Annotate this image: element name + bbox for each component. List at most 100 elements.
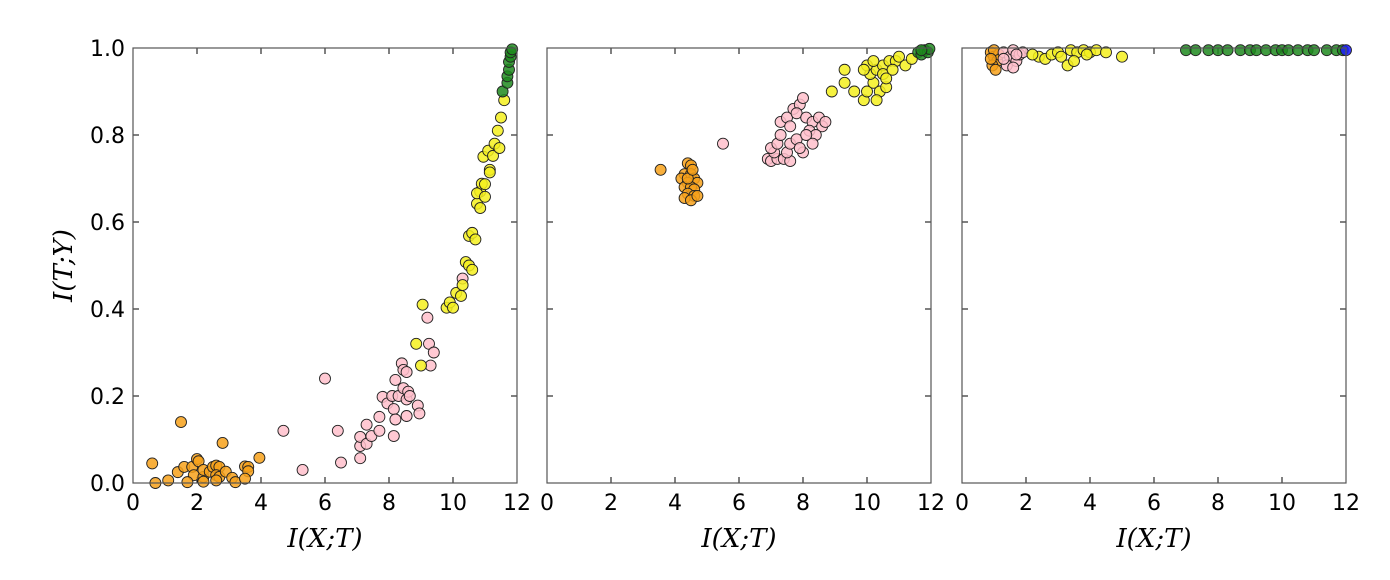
y-tick-label: 1.0 [90,37,125,62]
data-point [162,474,175,487]
x-tick-label: 6 [318,491,332,516]
data-point [175,416,187,429]
data-point [487,149,499,162]
data-point [466,263,479,276]
panel-1: 0 2 4 6 8 10 12 0.0 0.2 0.4 0.6 0.8 1.0 I(X;T) I(T;Y) [49,37,531,554]
data-point [1055,50,1068,63]
data-point [427,346,440,359]
data-point [400,366,413,379]
y-tick-label: 0.8 [90,124,125,149]
data-point [1026,48,1039,61]
x-tick-label: 0 [540,491,554,516]
data-point [1308,44,1320,57]
data-point [790,107,803,120]
data-point [403,390,416,402]
x-tick-label: 10 [1268,491,1296,516]
axes-frame [961,47,1347,484]
data-point [373,424,386,437]
data-point [893,50,905,63]
data-point [197,475,210,488]
data-point [469,233,482,246]
x-tick-label: 4 [1083,491,1097,516]
y-tick-label: 0.2 [90,385,125,410]
data-point [989,63,1002,76]
data-point [997,52,1010,65]
data-point [474,202,487,215]
data-point [495,111,507,124]
data-point [506,43,519,56]
data-point [335,456,347,469]
data-point [331,424,344,437]
data-point [848,85,861,98]
data-point [493,142,506,155]
data-point [319,372,331,385]
data-point [239,472,251,485]
x-tick-label: 6 [1147,491,1161,516]
x-tick-label: 8 [382,491,396,516]
data-point [984,52,997,65]
x-tick-label: 12 [1332,491,1360,516]
data-point [210,474,223,487]
y-tick-label: 0.6 [90,211,125,236]
x-tick-label: 2 [604,491,618,516]
data-point [654,163,667,176]
x-tick-label: 0 [126,491,140,516]
y-axis-label: I(T;Y) [49,229,79,303]
data-point [389,373,402,386]
data-point [479,190,491,203]
data-point [1221,44,1234,57]
x-tick-label: 2 [190,491,204,516]
data-point [686,163,699,176]
data-point [1189,44,1202,57]
data-point [413,407,426,420]
data-point [691,189,704,202]
data-point [146,457,159,470]
data-point [296,464,309,476]
data-point [1116,50,1128,63]
data-point [455,290,467,302]
y-tick-label: 0.4 [90,298,125,323]
data-point [861,85,873,98]
data-point [491,124,504,137]
data-point [389,413,402,426]
data-point [421,311,434,324]
data-point [387,403,400,415]
x-axis-label: I(X;T) [286,524,362,554]
x-tick-label: 12 [917,491,945,516]
x-tick-label: 2 [1019,491,1033,516]
data-point [354,452,367,465]
x-tick-label: 4 [668,491,682,516]
data-point [717,137,729,150]
data-point [400,410,413,422]
x-axis-label: I(X;T) [1115,524,1191,554]
data-point [867,55,880,67]
data-point [387,430,400,442]
x-tick-label: 4 [254,491,268,516]
data-point [915,44,928,57]
x-tick-label: 0 [955,491,969,516]
data-point [253,451,266,464]
data-point [800,129,813,141]
data-point [456,279,469,292]
data-point [806,137,819,150]
data-point [447,301,459,314]
x-tick-label: 8 [1211,491,1225,516]
data-point [360,418,373,431]
data-point [410,337,423,350]
data-point [793,142,806,155]
panel-2: 0 2 4 6 8 10 12 I(X;T) [540,42,945,554]
x-tick-label: 6 [732,491,746,516]
data-point [838,76,851,89]
axes-frame [546,47,932,484]
data-point [416,298,429,311]
data-point [886,63,899,76]
data-point [181,476,194,489]
data-point [870,94,883,107]
axes-frame [132,47,518,484]
x-tick-label: 12 [503,491,531,516]
x-axis-label: I(X;T) [700,524,776,554]
data-point [1068,55,1080,67]
data-point [1010,48,1023,61]
data-point [216,437,229,449]
